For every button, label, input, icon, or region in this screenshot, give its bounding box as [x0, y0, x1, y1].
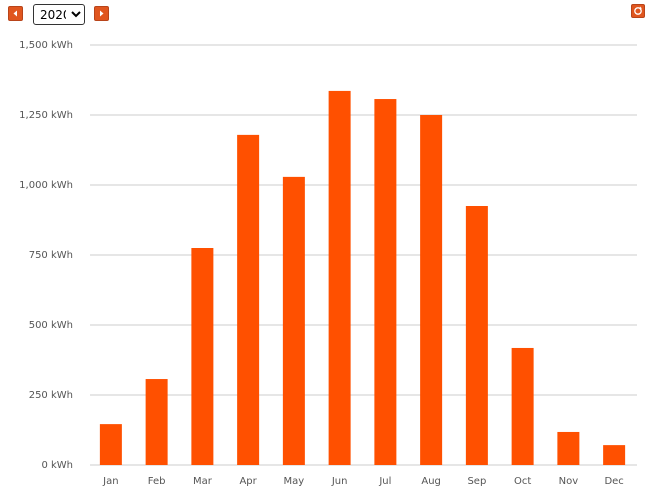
refresh-icon [634, 6, 642, 15]
x-tick-label: Jan [102, 476, 118, 487]
x-tick-label: Oct [514, 476, 531, 487]
x-tick-label: Jul [378, 476, 391, 487]
x-tick-label: Sep [467, 476, 486, 487]
bar [191, 248, 214, 465]
x-tick-label: Jun [331, 476, 348, 487]
bar [557, 431, 580, 465]
bar [465, 206, 488, 465]
bar [99, 424, 122, 465]
y-tick-label: 250 kWh [29, 390, 73, 401]
bar [237, 134, 260, 465]
y-tick-label: 500 kWh [29, 320, 73, 331]
refresh-button[interactable] [631, 4, 645, 18]
bar [420, 115, 443, 465]
x-tick-label: Apr [239, 476, 257, 487]
x-tick-label: Feb [148, 476, 166, 487]
prev-year-button[interactable] [8, 6, 23, 21]
bar [145, 379, 168, 465]
y-tick-label: 1,000 kWh [19, 180, 73, 191]
y-tick-label: 750 kWh [29, 250, 73, 261]
year-select[interactable]: 2020 [33, 4, 85, 25]
x-tick-label: Dec [604, 476, 623, 487]
y-tick-label: 1,250 kWh [19, 110, 73, 121]
x-tick-label: Nov [559, 476, 579, 487]
y-tick-label: 1,500 kWh [19, 40, 73, 51]
x-tick-label: Mar [193, 476, 213, 487]
bar [511, 347, 534, 465]
x-tick-label: Aug [421, 476, 441, 487]
bar [603, 445, 626, 465]
y-tick-label: 0 kWh [41, 460, 73, 471]
bar [328, 90, 351, 466]
prev-icon [13, 10, 17, 17]
bar [374, 99, 397, 465]
next-icon [100, 10, 104, 17]
x-tick-label: May [284, 476, 305, 487]
bar [282, 176, 305, 465]
next-year-button[interactable] [94, 6, 109, 21]
